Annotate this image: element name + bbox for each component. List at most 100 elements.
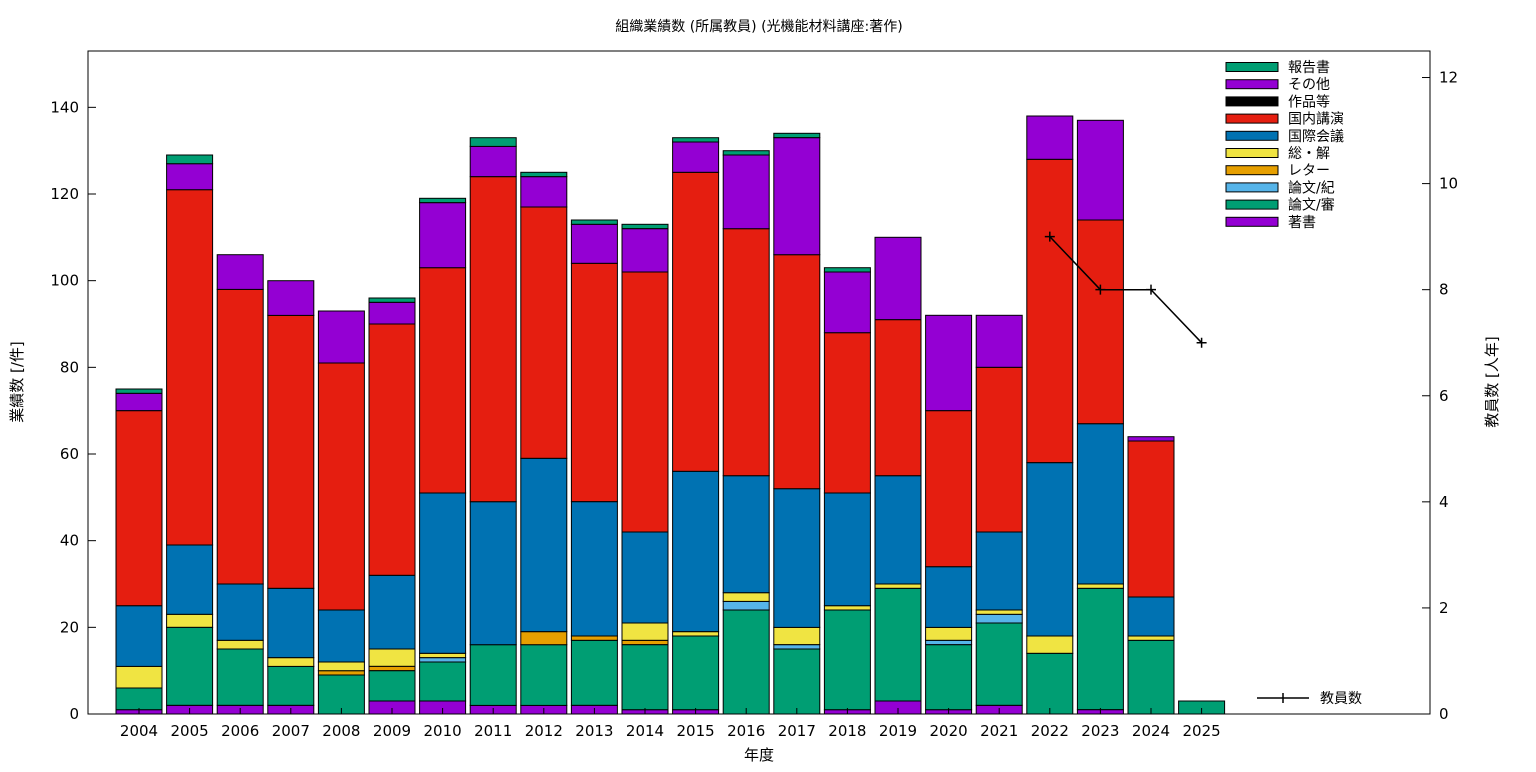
bar-segment-2004-1 (115, 687, 163, 711)
bar-segment-2021-2 (975, 613, 1023, 624)
legend-entry-label: 国際会議 (1288, 128, 1344, 145)
bar-segment-2007-4 (267, 657, 315, 667)
bar-segment-2015-6 (672, 171, 720, 472)
x-tick-label: 2016 (727, 722, 765, 740)
bar-segment-2009-5 (368, 574, 416, 650)
x-tick-label: 2012 (525, 722, 563, 740)
bar-segment-2010-9 (419, 197, 467, 204)
bar-segment-2016-8 (722, 154, 770, 230)
bar-segment-2011-8 (469, 145, 517, 178)
faculty-count-point-2024 (1146, 284, 1156, 295)
bar-segment-2015-1 (672, 635, 720, 711)
bar-segment-2007-8 (267, 280, 315, 316)
x-tick-label: 2019 (879, 722, 917, 740)
x-tick-label: 2017 (778, 722, 816, 740)
bar-segment-2020-6 (925, 410, 973, 568)
bar-segment-2016-6 (722, 228, 770, 477)
bar-segment-2005-9 (166, 154, 214, 165)
bar-segment-2009-4 (368, 648, 416, 667)
bar-segment-2018-5 (823, 492, 871, 607)
legend-line-label: 教員数 (1320, 691, 1362, 707)
legend-entry-label: レター (1288, 163, 1330, 179)
bar-segment-2020-4 (925, 626, 973, 641)
bar-segment-2015-9 (672, 137, 720, 143)
y-tick-label: 40 (60, 532, 79, 550)
bar-segment-2005-5 (166, 544, 214, 615)
bar-segment-2007-1 (267, 665, 315, 706)
bar-segment-2006-8 (216, 254, 264, 290)
bar-segment-2010-1 (419, 661, 467, 702)
bar-segment-2011-1 (469, 644, 517, 706)
bar-segment-2010-6 (419, 267, 467, 494)
legend-swatch (1225, 113, 1279, 124)
legend-entry-label: 報告書 (1288, 60, 1330, 76)
x-tick-label: 2024 (1132, 722, 1170, 740)
bar-segment-2016-9 (722, 150, 770, 156)
bar-segment-2012-6 (520, 206, 568, 459)
bar-segment-2017-8 (773, 137, 821, 256)
bar-segment-2018-9 (823, 267, 871, 273)
bar-segment-2014-6 (621, 271, 669, 533)
bar-segment-2023-5 (1076, 423, 1124, 585)
bar-segment-2023-6 (1076, 219, 1124, 425)
bar-segment-2010-2 (419, 657, 467, 663)
bar-segment-2021-5 (975, 531, 1023, 611)
y2-tick-label: 8 (1439, 281, 1449, 299)
bar-segment-2023-1 (1076, 587, 1124, 711)
legend-swatch (1225, 62, 1279, 72)
legend-entry-label: 著書 (1288, 215, 1316, 231)
x-tick-label: 2004 (120, 722, 158, 740)
bar-segment-2013-9 (570, 219, 618, 225)
bar-segment-2004-6 (115, 410, 163, 607)
bar-segment-2012-9 (520, 171, 568, 178)
legend-entry-label: 論文/紀 (1288, 180, 1335, 196)
bar-segment-2021-6 (975, 366, 1023, 533)
bar-segment-2006-1 (216, 648, 264, 706)
bar-segment-2015-8 (672, 141, 720, 173)
axes-layer: 0 20 40 60 80 100 120 140 0 2 4 6 8 10 12 2004 2005 2006 2… (50, 69, 1458, 740)
bar-segment-2017-1 (773, 648, 821, 715)
bar-segment-2013-1 (570, 639, 618, 706)
bar-segment-2008-1 (317, 674, 365, 715)
legend-swatch (1225, 148, 1279, 158)
bar-segment-2011-6 (469, 176, 517, 503)
x-tick-label: 2007 (272, 722, 310, 740)
legend-swatch (1225, 96, 1279, 107)
bar-segment-2016-5 (722, 475, 770, 594)
y2-tick-label: 10 (1439, 175, 1458, 193)
bar-segment-2017-6 (773, 254, 821, 490)
x-tick-label: 2018 (828, 722, 866, 740)
bars-layer (115, 115, 1226, 715)
bar-segment-2014-9 (621, 223, 669, 230)
bar-segment-2008-8 (317, 310, 365, 364)
x-tick-label: 2020 (930, 722, 968, 740)
legend-swatch (1225, 199, 1279, 210)
bar-segment-2014-5 (621, 531, 669, 624)
legend-entry-label: その他 (1288, 77, 1330, 93)
legend-entry-label: 論文/審 (1288, 198, 1335, 214)
legend-entry-label: 国内講演 (1288, 112, 1344, 128)
x-axis-title: 年度 (744, 746, 774, 764)
bar-segment-2014-8 (621, 228, 669, 273)
chart-title: 組織業績数 (所属教員) (光機能材料講座:著作) (615, 19, 902, 35)
bar-segment-2008-4 (317, 661, 365, 672)
bar-segment-2024-1 (1127, 639, 1175, 715)
bar-segment-2018-1 (823, 609, 871, 711)
bar-segment-2007-6 (267, 314, 315, 589)
faculty-count-point-2025 (1196, 337, 1207, 348)
bar-segment-2024-8 (1127, 436, 1175, 442)
bar-segment-2012-5 (520, 457, 568, 633)
plot-frame (87, 50, 1431, 715)
bar-segment-2016-2 (722, 600, 770, 611)
x-tick-label: 2008 (322, 722, 360, 740)
bar-segment-2011-9 (469, 137, 517, 147)
bar-segment-2009-9 (368, 297, 416, 303)
bar-segment-2014-1 (621, 644, 669, 711)
bar-segment-2022-8 (1026, 115, 1074, 160)
legend-swatch (1225, 216, 1279, 227)
legend-entry-label: 作品等 (1288, 93, 1330, 110)
x-tick-label: 2023 (1081, 722, 1119, 740)
y-tick-label: 140 (50, 98, 79, 116)
bar-segment-2004-5 (115, 605, 163, 667)
